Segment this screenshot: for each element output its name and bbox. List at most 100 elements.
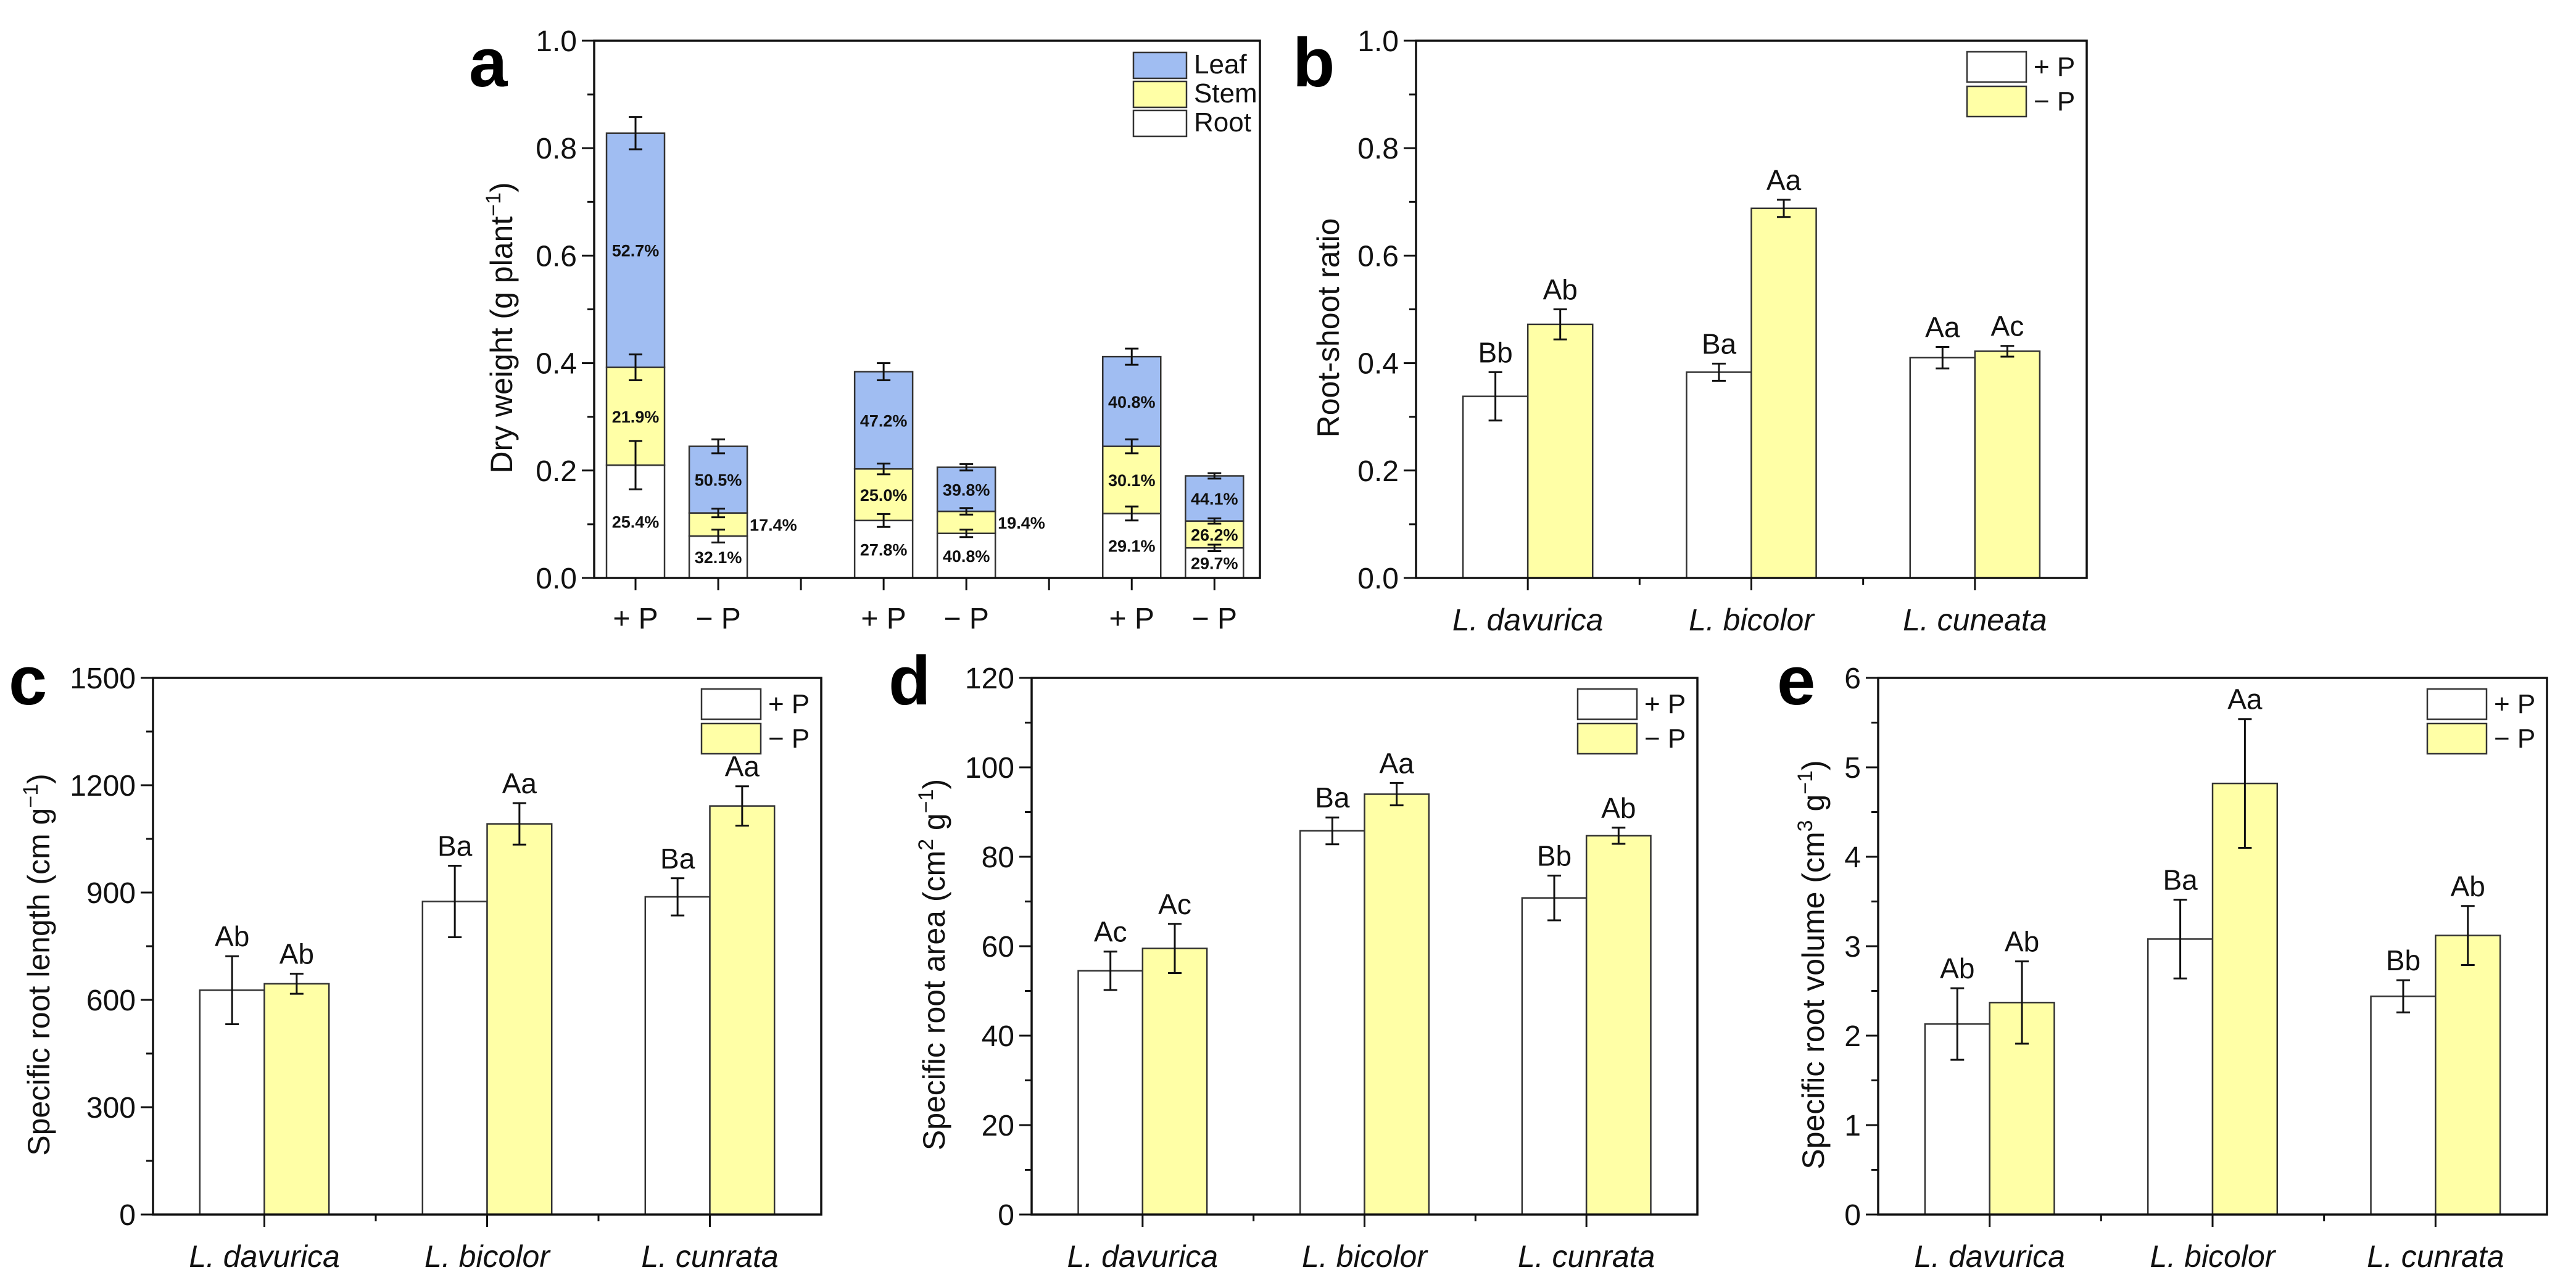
y-tick-label: 40: [982, 1020, 1014, 1053]
percent-label-leaf: 44.1%: [1191, 490, 1238, 508]
legend-item: Stem: [1132, 78, 1257, 109]
y-tick-label: 900: [86, 877, 136, 910]
significance-letter: Ac: [1158, 888, 1191, 920]
legend-item: − P: [2426, 722, 2535, 755]
x-category-label: L. cunrata: [2367, 1239, 2504, 1274]
significance-letter: Ab: [1543, 274, 1578, 306]
stacked-bar: 29.1% 30.1% 40.8%: [1101, 347, 1162, 579]
stacked-bar: 32.1% 17.4% 50.5%: [688, 438, 797, 579]
percent-label-stem: 21.9%: [612, 408, 660, 426]
legend-item: Root: [1132, 107, 1251, 138]
bar-plus-p: [644, 896, 711, 1216]
bar-minus-p: [1585, 835, 1652, 1216]
bars: 25.4% 21.9% 52.7% 32.1% 17.4% 50.5% 27.8% 25.0%…: [605, 116, 1245, 579]
x-category-label: L. davurica: [1452, 603, 1604, 637]
legend-label: Stem: [1194, 78, 1257, 109]
bar-minus-p: [1974, 350, 2041, 579]
bar-segment-root: [688, 535, 748, 579]
bar-segment-root: [853, 519, 914, 579]
panel-label: c: [9, 642, 47, 719]
percent-label-leaf: 52.7%: [612, 242, 660, 260]
y-tick-label: 60: [982, 931, 1014, 963]
y-axis-title: Root-shoot ratio: [1311, 218, 1346, 438]
bar-group: Ba Aa: [421, 767, 553, 1216]
y-axis-title: Dry weight (g plant−1): [482, 182, 519, 473]
x-category-label: L. bicolor: [1302, 1239, 1428, 1274]
legend-item: + P: [1966, 51, 2075, 83]
y-tick-label: 5: [1844, 752, 1861, 785]
legend-swatch: [1132, 80, 1188, 109]
bar-plus-p: [1077, 970, 1144, 1216]
significance-letter: Ba: [660, 843, 695, 875]
y-axis-title-superscript: −1: [1794, 770, 1817, 794]
plot-frame: [1877, 677, 2548, 1216]
y-axis-title-text: g: [917, 813, 951, 839]
significance-letter: Ac: [1991, 310, 2024, 342]
y-tick-label: 0: [998, 1199, 1014, 1232]
y-axis-title-text: ): [22, 774, 56, 784]
significance-letter: Bb: [1537, 840, 1572, 872]
significance-letter: Ba: [1315, 782, 1350, 814]
percent-label-root: 40.8%: [943, 547, 990, 566]
y-axis-title-superscript: 3: [1794, 820, 1817, 831]
significance-letter: Ab: [280, 938, 314, 970]
bars: Bb Ab Ba Aa Aa Ac: [1462, 164, 2041, 579]
legend-label: + P: [1644, 689, 1686, 719]
panel-label: a: [469, 24, 508, 101]
bar-segment-leaf: [853, 371, 914, 470]
bar-group: Ba Aa: [1686, 164, 1817, 579]
percent-label-leaf: 40.8%: [1108, 393, 1156, 411]
x-tick-label: − P: [695, 603, 740, 635]
percent-label-stem: 17.4%: [750, 516, 797, 534]
bar-plus-p: [1686, 371, 1752, 579]
legend-label: + P: [768, 689, 810, 719]
percent-label-stem: 25.0%: [860, 486, 908, 505]
percent-label-leaf: 50.5%: [695, 471, 742, 490]
bar-plus-p: [1909, 357, 1976, 579]
x-category-label: L. bicolor: [425, 1239, 551, 1274]
percent-label-stem: 30.1%: [1108, 471, 1156, 490]
y-tick-label: 80: [982, 841, 1014, 874]
y-axis-title: Specific root volume (cm3 g−1): [1794, 760, 1831, 1169]
bar-group: Ac Ac: [1077, 888, 1208, 1216]
legend-swatch: [700, 688, 762, 720]
bar-group: Bb Ab: [1462, 274, 1594, 579]
percent-label-root: 29.7%: [1191, 555, 1238, 573]
bar-plus-p: [1299, 830, 1365, 1216]
plot-frame: [1030, 677, 1699, 1216]
y-axis-title-text: ): [484, 182, 519, 192]
bar-group: Bb Ab: [2370, 870, 2501, 1216]
stacked-bar: 27.8% 25.0% 47.2%: [853, 362, 914, 579]
y-tick-label: 4: [1844, 841, 1861, 874]
significance-letter: Bb: [2386, 944, 2421, 976]
bar-group: Aa Ac: [1909, 310, 2041, 579]
x-tick-label: − P: [943, 603, 988, 635]
significance-letter: Ab: [1601, 792, 1636, 824]
significance-letter: Ba: [437, 830, 473, 862]
x-tick-label: − P: [1192, 603, 1237, 635]
bar-plus-p: [1462, 395, 1529, 579]
x-tick-label: + P: [613, 603, 658, 635]
y-tick-label: 0.2: [1357, 455, 1399, 488]
y-tick-label: 1200: [70, 770, 136, 802]
percent-label-leaf: 47.2%: [860, 411, 908, 430]
panel-c: c Specific root length (cm g−1) 0 300 600 900…: [9, 642, 822, 1274]
bar-group: Ba Aa: [1299, 747, 1430, 1216]
bar-minus-p: [1526, 323, 1594, 579]
y-tick-label: 0.8: [536, 133, 577, 165]
significance-letter: Aa: [1380, 747, 1415, 779]
bar-segment-root: [936, 532, 996, 579]
y-axis-title-text: Specific root length (cm g: [22, 808, 56, 1156]
bar-segment-stem: [1101, 445, 1162, 514]
significance-letter: Aa: [2227, 683, 2263, 716]
percent-label-stem: 26.2%: [1191, 526, 1238, 544]
significance-letter: Ac: [1094, 916, 1127, 948]
significance-letter: Ba: [2163, 864, 2198, 896]
panel-a: a Dry weight (g plant−1) 0.0 0.2 0.4 0.6 0.8 1.…: [469, 24, 1261, 635]
y-axis-title-text: ): [1796, 760, 1831, 770]
bar-minus-p: [486, 823, 553, 1216]
panel-label: b: [1293, 24, 1335, 101]
legend-swatch: [1132, 109, 1188, 138]
significance-letter: Aa: [1925, 311, 1960, 343]
